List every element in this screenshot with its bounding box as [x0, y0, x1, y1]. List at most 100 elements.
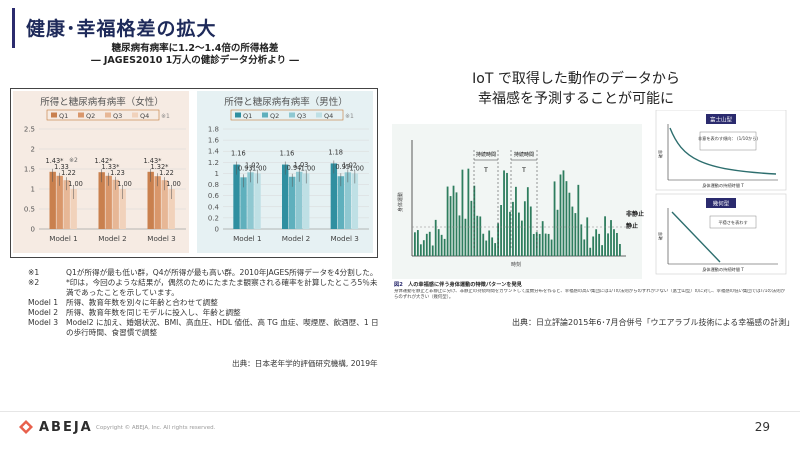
activity-bar [553, 181, 556, 256]
y-tick-label: 2 [31, 146, 35, 154]
activity-bar [509, 211, 511, 256]
activity-bar [613, 229, 615, 256]
activity-bar [523, 201, 526, 256]
activity-bar [414, 232, 416, 256]
footnotes: ※1 Q1が所得が最も低い群，Q4が所得が最も高い群。2010年JAGES所得デー… [28, 268, 383, 338]
legend-swatch [235, 112, 241, 118]
activity-bar [604, 216, 606, 256]
data-label: 1.02 [342, 161, 357, 169]
data-label: 1.32* [151, 163, 170, 171]
panel-2-title: 幾何型 [713, 200, 730, 208]
activity-bar [610, 220, 612, 256]
activity-bar [568, 192, 571, 256]
panel-2-y-label: 確率 [657, 232, 664, 240]
bar [330, 163, 338, 229]
activity-bar [541, 221, 544, 256]
data-label: 1.00 [117, 180, 132, 188]
bar [303, 173, 310, 229]
legend-label: Q1 [243, 112, 252, 120]
y-tick-label: 0.6 [208, 192, 220, 200]
y-tick-label: 1 [215, 170, 219, 178]
title-accent-bar [12, 8, 15, 48]
activity-bar [512, 201, 514, 256]
left-subheading: ― JAGES2010 1万人の健診データ分析より ― [91, 55, 299, 66]
y-tick-label: 0 [31, 226, 35, 234]
activity-bar [479, 216, 482, 256]
footnote-text: Q1が所得が最も低い群，Q4が所得が最も高い群。2010年JAGES所得データを… [66, 268, 378, 277]
activity-bar [562, 170, 565, 256]
data-label: 1.16 [231, 150, 246, 158]
panel-1-title: 富士山型 [710, 116, 733, 124]
legend-swatch [289, 112, 295, 118]
copyright: Copyright © ABEJA, Inc. All rights reser… [96, 425, 216, 431]
activity-bar [506, 172, 508, 256]
bar [154, 176, 161, 229]
bar [147, 171, 154, 229]
data-label: 1.00 [252, 164, 267, 172]
legend-label: Q4 [140, 112, 149, 120]
y-tick-label: 0.8 [208, 181, 219, 189]
bar [49, 171, 56, 229]
footnote-key: Model 3 [28, 318, 59, 327]
y-tick-label: 1.5 [24, 166, 35, 174]
activity-bar [601, 245, 603, 256]
footnote-key: ※2 [28, 278, 40, 287]
panel-1-curve [669, 127, 777, 175]
panel-2-note: 平穏さを表わす [718, 219, 747, 226]
footnote-text: 所得、教育年数を別々に年齢と合わせて調整 [66, 298, 218, 307]
page-number: 29 [754, 420, 770, 434]
footnote-text: Model2 に加え、婚姻状況、BMI、高血圧、HDL 値低、高 TG 血症、喫… [66, 318, 379, 337]
abeja-logo: ABEJA [18, 418, 93, 436]
activity-bar [538, 233, 541, 256]
activity-bar [580, 224, 583, 256]
data-label: 1.16 [280, 150, 295, 158]
activity-bar [494, 243, 497, 256]
activity-bar [547, 233, 550, 256]
duration-label: 持続時間 [476, 151, 496, 158]
panel-2-curve [671, 211, 721, 263]
activity-bar [550, 239, 553, 256]
activity-bar [556, 209, 559, 256]
bar [56, 175, 63, 229]
activity-bar [458, 215, 461, 256]
bar [344, 172, 352, 229]
data-label: 1.00 [349, 164, 364, 172]
footnote-key: Model 2 [28, 308, 59, 317]
bar [296, 171, 303, 229]
activity-bar [574, 213, 577, 256]
activity-bar [467, 168, 470, 256]
chart-title: 所得と糖尿病有病率（女性） [40, 96, 164, 108]
legend-annotation: ※1 [345, 113, 354, 120]
data-label: 1.03 [294, 161, 309, 169]
activity-bar [473, 185, 476, 256]
bar [282, 164, 289, 229]
data-label: 1.02 [245, 161, 260, 169]
footnote-row: Model 2 所得、教育年数を同じモデルに投入し、年齢と調整 [28, 308, 383, 318]
data-label: 1.33* [102, 163, 121, 171]
bar [240, 177, 247, 229]
y-tick-label: 0.5 [24, 206, 35, 214]
slide-title: 健康･幸福格差の拡大 [26, 18, 217, 40]
footnote-key: Model 1 [28, 298, 59, 307]
panel-1-title-box [706, 114, 736, 124]
y-tick-label: 0.2 [208, 214, 219, 222]
footnote-row: ※2 *印は，今回のような結果が，偶然のためにたまたま観察される確率を計算したとこ… [28, 278, 383, 298]
legend-label: Q2 [270, 112, 279, 120]
activity-bar [419, 244, 422, 256]
y-tick-label: 1.8 [208, 126, 219, 134]
activity-bar [619, 243, 621, 256]
activity-bar [455, 192, 458, 256]
duration-symbol: T [521, 167, 526, 174]
bar [289, 176, 296, 229]
legend-label: Q3 [113, 112, 122, 120]
panel-1-y-label: 確率 [657, 150, 664, 158]
activity-bar [443, 238, 446, 256]
panel-2-x-label: 身体運動の持続時間 T [702, 266, 744, 273]
activity-bar [485, 240, 488, 256]
bar [247, 172, 254, 229]
y-tick-label: 0.4 [208, 203, 220, 211]
data-label: 1.00 [166, 180, 181, 188]
right-subheading: 幸福感を予測することが可能に [478, 91, 674, 107]
legend-box [46, 109, 160, 121]
footnote-row: ※1 Q1が所得が最も低い群，Q4が所得が最も高い群。2010年JAGES所得デー… [28, 268, 383, 278]
